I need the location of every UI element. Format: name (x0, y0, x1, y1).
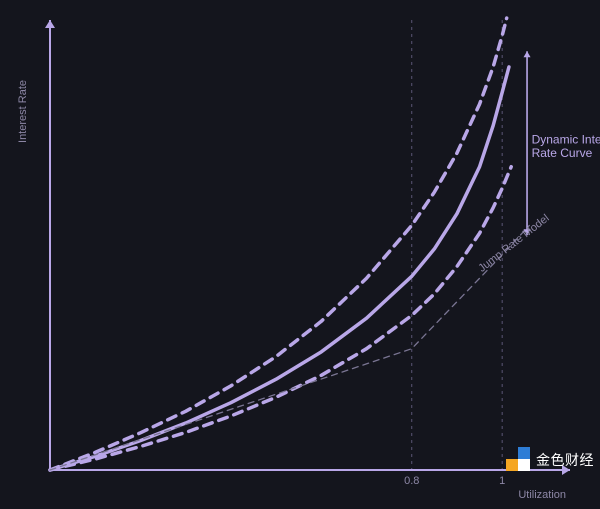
y-axis-label: Interest Rate (17, 80, 29, 143)
annotation: Dynamic InterestRate Curve (532, 132, 600, 160)
x-axis-label: Utilization (518, 489, 566, 501)
y-axis-arrow-icon (45, 20, 55, 28)
series-dynamic-lower (50, 167, 511, 470)
series-dynamic-mid (50, 67, 509, 470)
interest-rate-chart: Interest Rate Utilization 0.8 1 Dynamic Inte… (0, 0, 600, 509)
watermark: 金色财经 (506, 447, 594, 473)
jinse-logo-icon (506, 447, 532, 473)
series-jump-rate (50, 225, 529, 470)
x-tick-label: 1 (499, 475, 505, 487)
watermark-text: 金色财经 (536, 450, 594, 470)
range-arrow-up-icon (524, 51, 531, 57)
x-tick-label: 0.8 (404, 475, 419, 487)
chart-svg: Interest Rate Utilization 0.8 1 Dynamic Inte… (0, 0, 600, 509)
